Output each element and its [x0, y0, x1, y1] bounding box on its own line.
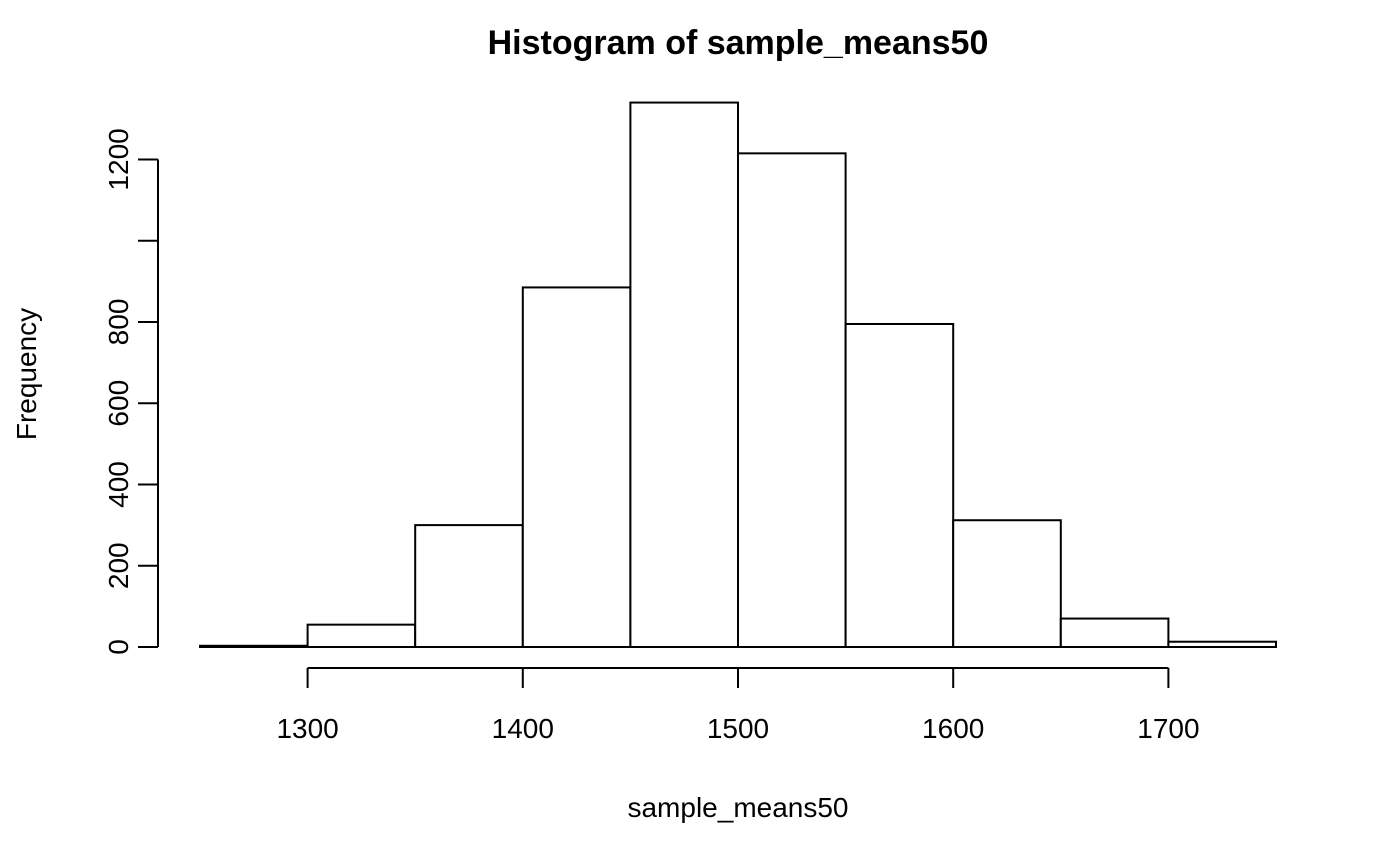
- y-tick-label-1: 200: [103, 542, 134, 589]
- histogram-bar-1: [306, 623, 417, 649]
- bars-group: [199, 101, 1278, 649]
- histogram-bar-6: [844, 322, 955, 648]
- histogram-bar-3: [521, 286, 632, 648]
- y-tick-label-3: 600: [103, 380, 134, 427]
- y-tick-label-2: 400: [103, 461, 134, 508]
- chart-title: Histogram of sample_means50: [488, 24, 989, 62]
- x-axis: 1300 1400 1500 1600 1700: [276, 667, 1200, 744]
- histogram-bar-5: [737, 152, 847, 649]
- x-tick-label-4: 1700: [1137, 713, 1199, 744]
- histogram-bar-7: [952, 519, 1062, 648]
- histogram-bar-9: [1167, 640, 1278, 648]
- x-axis-label: sample_means50: [627, 792, 848, 823]
- y-tick-label-4: 800: [103, 299, 134, 346]
- x-tick-label-0: 1300: [276, 713, 338, 744]
- histogram-bar-4: [629, 101, 740, 649]
- histogram-bar-0: [199, 644, 309, 649]
- histogram-bar-8: [1059, 617, 1170, 649]
- x-tick-label-2: 1500: [707, 713, 769, 744]
- y-axis-label: Frequency: [11, 308, 42, 440]
- x-tick-label-3: 1600: [922, 713, 984, 744]
- y-tick-label-0: 0: [103, 639, 134, 655]
- y-tick-label-6: 1200: [103, 128, 134, 190]
- y-axis: 0 200 400 600 800 1200: [103, 128, 159, 655]
- histogram-bar-2: [414, 524, 524, 648]
- x-tick-label-1: 1400: [492, 713, 554, 744]
